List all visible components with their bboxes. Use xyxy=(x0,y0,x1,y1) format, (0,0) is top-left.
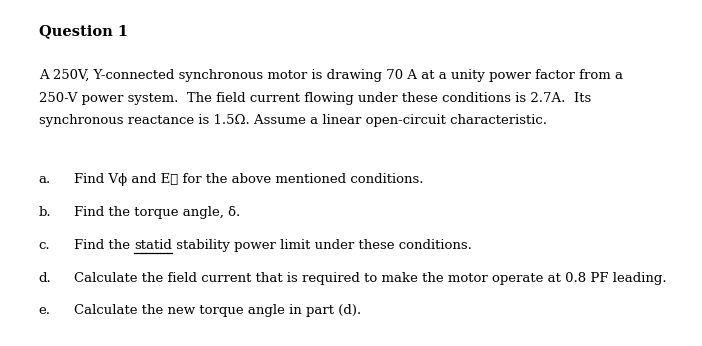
Text: e.: e. xyxy=(39,304,51,318)
Text: Find Vϕ and E⁁ for the above mentioned conditions.: Find Vϕ and E⁁ for the above mentioned c… xyxy=(74,173,423,186)
Text: A 250V, Y-connected synchronous motor is drawing 70 A at a unity power factor fr: A 250V, Y-connected synchronous motor is… xyxy=(39,69,623,82)
Text: Find the torque angle, δ.: Find the torque angle, δ. xyxy=(74,206,240,219)
Text: d.: d. xyxy=(39,272,51,285)
Text: Calculate the new torque angle in part (d).: Calculate the new torque angle in part (… xyxy=(74,304,361,318)
Text: b.: b. xyxy=(39,206,51,219)
Text: Calculate the field current that is required to make the motor operate at 0.8 PF: Calculate the field current that is requ… xyxy=(74,272,666,285)
Text: a.: a. xyxy=(39,173,51,186)
Text: statid: statid xyxy=(134,239,172,252)
Text: synchronous reactance is 1.5Ω. Assume a linear open-circuit characteristic.: synchronous reactance is 1.5Ω. Assume a … xyxy=(39,114,547,127)
Text: Find the: Find the xyxy=(74,239,134,252)
Text: c.: c. xyxy=(39,239,51,252)
Text: Question 1: Question 1 xyxy=(39,24,128,38)
Text: 250-V power system.  The field current flowing under these conditions is 2.7A.  : 250-V power system. The field current fl… xyxy=(39,92,591,105)
Text: stability power limit under these conditions.: stability power limit under these condit… xyxy=(172,239,472,252)
